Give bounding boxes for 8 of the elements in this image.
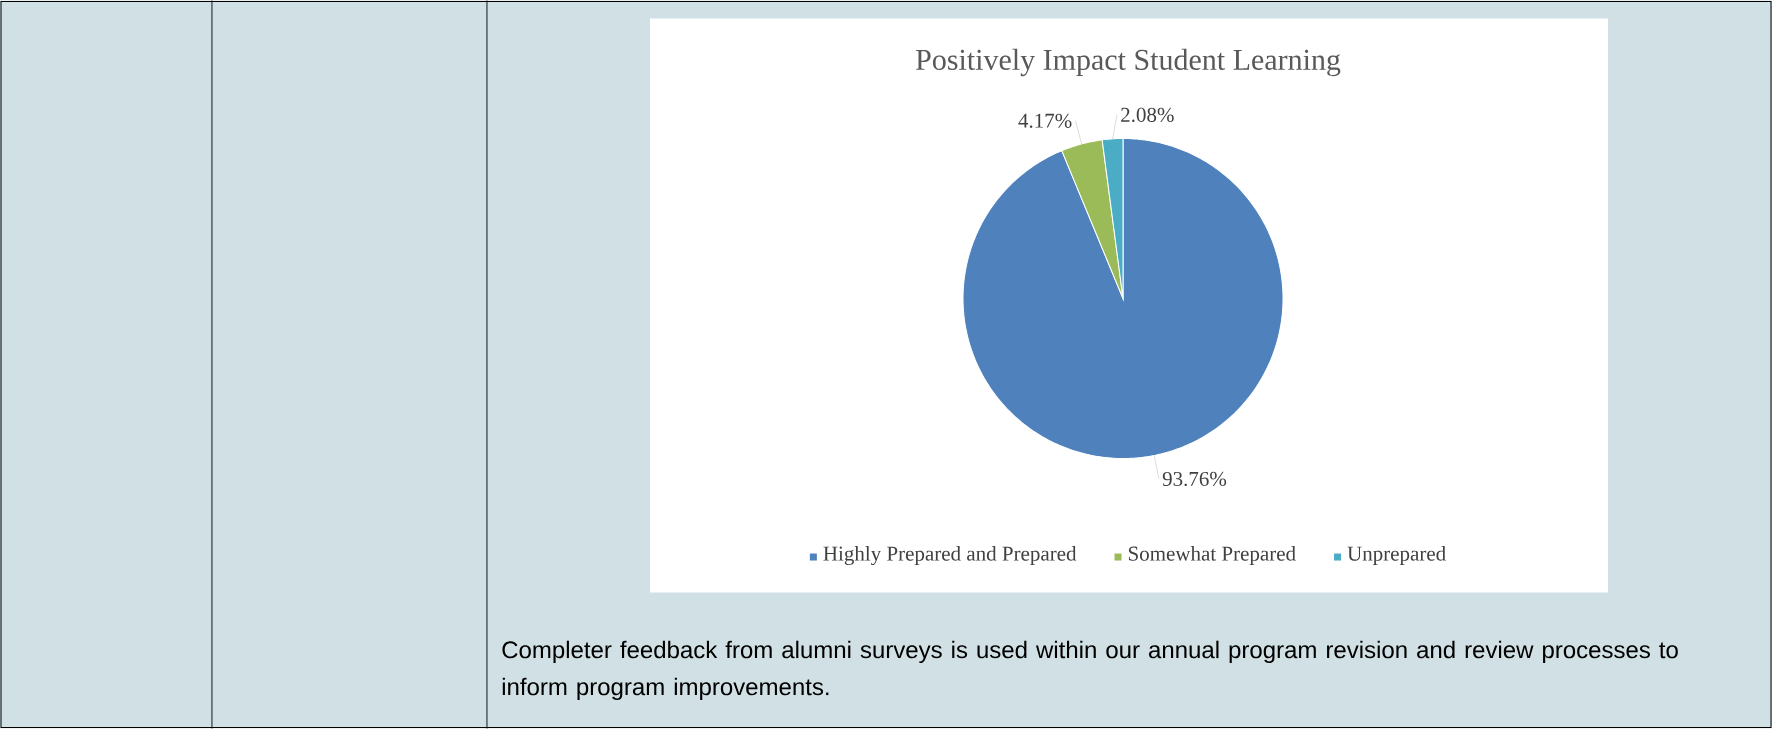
data-label: 93.76% (1162, 471, 1227, 487)
legend-label: Highly Prepared and Prepared (823, 545, 1077, 566)
text: Completer feedback from alumni surveys is used within our annual program revision and review processes to inform program improvements. (502, 640, 1678, 701)
chart-title: Positively Impact Student Learning (916, 48, 1341, 77)
legend-label: Unprepared (1347, 545, 1446, 565)
data-label: 4.17% (1018, 113, 1072, 128)
legend-label: Somewhat Prepared (1128, 545, 1296, 565)
data-label: 2.08% (1121, 107, 1174, 123)
